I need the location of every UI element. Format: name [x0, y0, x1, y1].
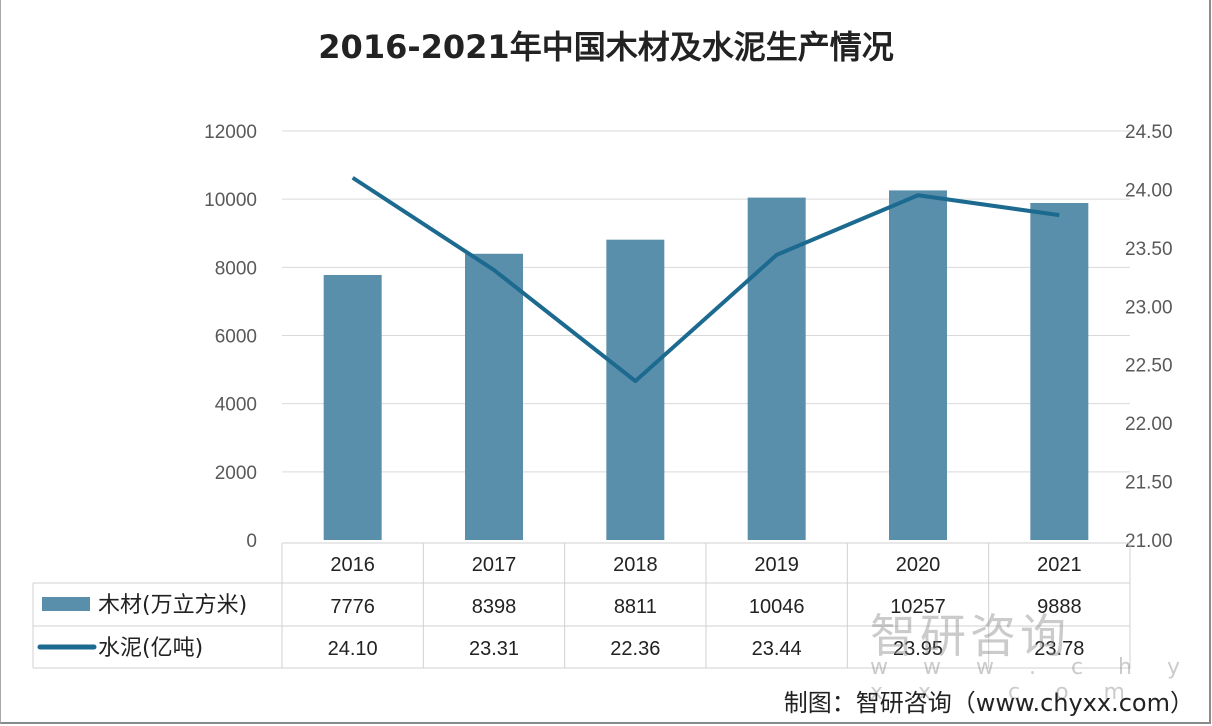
bar-data-label: 9888: [1037, 596, 1082, 618]
line-data-label: 23.78: [1034, 638, 1084, 660]
credit-text: 制图：智研咨询（www.chyxx.com）: [783, 689, 1194, 717]
left-axis-tick: 6000: [215, 327, 257, 348]
line-data-label: 22.36: [610, 638, 660, 660]
right-axis-tick: 23.50: [1125, 239, 1173, 260]
right-axis-tick: 23.00: [1125, 297, 1173, 318]
bar-2020: [889, 190, 947, 540]
right-axis-tick: 22.00: [1125, 414, 1173, 435]
bar-data-label: 7776: [330, 596, 375, 618]
legend-swatch-wood: [42, 597, 90, 611]
watermark-url: w w w . c h y x x . c o m: [870, 655, 1194, 705]
line-data-label: 23.44: [752, 638, 802, 660]
bar-2018: [606, 239, 665, 540]
left-axis-tick: 2000: [215, 463, 257, 484]
legend-label-wood: 木材(万立方米): [98, 593, 247, 618]
line-data-label: 23.95: [893, 638, 943, 660]
watermark-brand: 智研咨询: [870, 609, 1070, 663]
right-axis-tick: 22.50: [1125, 356, 1173, 377]
chart-title: 2016-2021年中国木材及水泥生产情况: [318, 28, 894, 66]
left-axis-tick: 4000: [215, 395, 257, 416]
bar-data-label: 10257: [890, 596, 946, 618]
bar-data-label: 10046: [749, 596, 805, 618]
right-axis-tick: 24.50: [1125, 122, 1173, 143]
category-label: 2018: [613, 554, 658, 576]
legend-label-cement: 水泥(亿吨): [98, 636, 203, 661]
cement-line: [351, 176, 1060, 384]
bar-data-label: 8398: [472, 596, 517, 618]
category-label: 2017: [472, 554, 517, 576]
left-axis-tick: 10000: [204, 190, 257, 211]
bar-data-label: 8811: [614, 596, 657, 618]
left-axis-tick: 12000: [204, 122, 257, 143]
category-label: 2020: [896, 554, 941, 576]
line-data-label: 24.10: [328, 638, 378, 660]
bar-2019: [747, 197, 806, 541]
line-data-label: 23.31: [469, 638, 519, 660]
right-axis-tick: 21.00: [1125, 531, 1173, 552]
bar-2017: [465, 253, 523, 540]
category-label: 2016: [330, 554, 375, 576]
bar-2021: [1030, 202, 1089, 540]
left-axis-tick: 8000: [215, 258, 257, 279]
right-axis-tick: 24.00: [1125, 180, 1173, 201]
category-label: 2021: [1037, 554, 1082, 576]
right-axis-tick: 21.50: [1125, 473, 1173, 494]
category-label: 2019: [754, 554, 799, 576]
left-axis-tick: 0: [246, 531, 257, 552]
bar-2016: [323, 274, 382, 540]
